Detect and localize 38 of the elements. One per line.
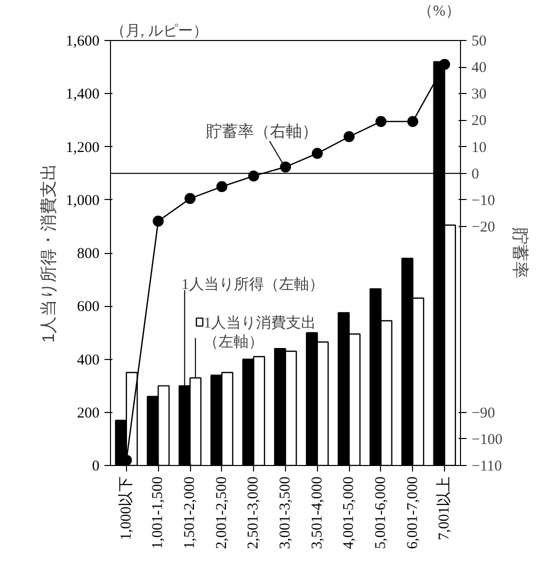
y-tick-label: 400 [77, 352, 100, 368]
y-tick-label: 600 [77, 299, 100, 316]
y-axis-title: 1人当り所得・消費支出 [38, 163, 58, 343]
y-tick-label: 1,600 [66, 34, 100, 50]
y2-tick-label: 20 [472, 113, 486, 130]
y2-tick-label: 50 [472, 34, 486, 50]
x-tick-label: 2,001-2,500 [214, 476, 230, 549]
text: （%） [418, 4, 461, 20]
y2-tick-label: −20 [472, 219, 495, 236]
y2-tick-label: 40 [472, 60, 486, 76]
y2-axis-title: 貯蓄率 [510, 228, 530, 278]
y2-tick-label: 30 [472, 86, 486, 103]
y-tick-label: 1,000 [66, 192, 100, 209]
y-tick-label: 1,200 [66, 140, 100, 156]
x-tick-label: 6,001-7,000 [404, 476, 421, 549]
legend-label: 1人当り消費支出（左軸） [204, 314, 316, 351]
x-tick-label: 1,001-1,500 [150, 476, 166, 549]
y2-tick-label: −10 [472, 192, 495, 209]
y2-tick-label: 10 [472, 140, 486, 156]
x-tick-label: 5,001-6,000 [372, 476, 389, 549]
series-label: 1人当り所得（左軸） [181, 276, 324, 293]
x-tick-label: 7,001以上 [436, 476, 453, 540]
y-tick-label: 0 [92, 458, 100, 474]
y-tick-label: 800 [77, 246, 100, 262]
text: （月, ルピー） [110, 24, 208, 40]
y2-tick-label: −110 [472, 458, 502, 474]
y2-tick-label: 0 [472, 166, 479, 182]
y-tick-label: 1,400 [66, 86, 100, 103]
y-tick-label: 200 [77, 405, 100, 422]
y2-tick-label: −90 [472, 405, 495, 422]
series-label: 貯蓄率（右軸） [206, 122, 318, 140]
x-tick-label: 3,001-3,500 [278, 476, 294, 549]
x-tick-label: 1,501-2,000 [182, 476, 198, 549]
x-tick-label: 4,001-5,000 [341, 476, 358, 549]
x-tick-label: 1,000以下 [117, 476, 134, 540]
y2-tick-label: −100 [472, 432, 502, 448]
x-tick-label: 3,501-4,000 [309, 476, 326, 549]
x-tick-label: 2,501-3,000 [246, 476, 262, 549]
